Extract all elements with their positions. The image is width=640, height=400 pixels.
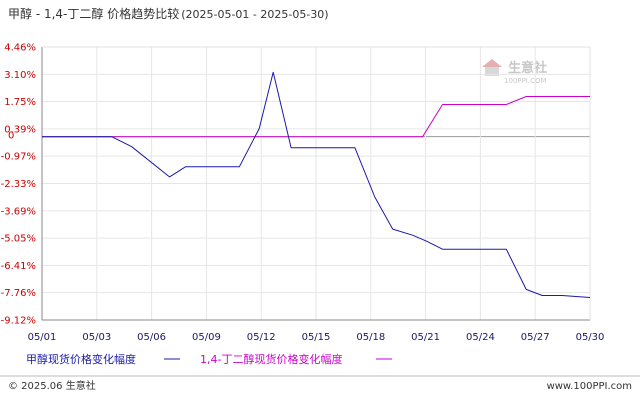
y-tick-label: -5.05% (1, 234, 36, 245)
y-axis-ticks: 4.46% 3.10% 1.75% 0.39%0 -0.97% -2.33% -3.69% -… (1, 43, 36, 327)
chart-title: 甲醇 - 1,4-丁二醇 价格趋势比较 (2025-05-01 - 2025-05… (8, 6, 329, 21)
y-tick-label: -7.76% (1, 288, 36, 299)
y-tick-label: 1.75% (4, 97, 36, 108)
legend-label-bdo: 1,4-丁二醇现货价格变化幅度 (200, 352, 342, 366)
series-lines (42, 71, 591, 298)
watermark-url: 100PPI.COM (504, 77, 547, 85)
y-tick-label: -2.33% (1, 179, 36, 190)
grid (41, 46, 591, 321)
chart-title-text: 甲醇 - 1,4-丁二醇 价格趋势比较 (8, 6, 179, 21)
x-tick-label: 05/30 (576, 332, 605, 343)
x-tick-label: 05/15 (302, 332, 331, 343)
footer-website: www.100PPI.com (547, 381, 632, 392)
x-tick-label: 05/24 (466, 332, 495, 343)
footer-copyright: © 2025.06 生意社 (8, 379, 96, 392)
x-tick-label: 05/09 (192, 332, 221, 343)
y-tick-label: -6.41% (1, 261, 36, 272)
y-tick-label: -9.12% (1, 316, 36, 327)
y-tick-label: 0 (8, 131, 14, 142)
house-icon (482, 59, 502, 76)
legend: 甲醇现货价格变化幅度 1,4-丁二醇现货价格变化幅度 (26, 352, 392, 366)
axes (41, 46, 591, 321)
x-tick-label: 05/03 (82, 332, 111, 343)
y-tick-label: -0.97% (1, 152, 36, 163)
y-tick-label: 3.10% (4, 70, 36, 81)
x-tick-label: 05/12 (247, 332, 276, 343)
series-line-bdo (42, 96, 590, 138)
legend-label-methanol: 甲醇现货价格变化幅度 (26, 352, 136, 366)
x-tick-label: 05/27 (521, 332, 550, 343)
y-tick-label: -3.69% (1, 206, 36, 217)
x-axis-ticks: 05/01 05/03 05/06 05/09 05/12 05/15 05/18 05/21… (28, 332, 605, 343)
chart-date-range: (2025-05-01 - 2025-05-30) (181, 8, 328, 21)
y-tick-label: 0.39% (4, 124, 36, 135)
x-tick-label: 05/01 (28, 332, 57, 343)
series-line-methanol (42, 71, 591, 298)
y-tick-label: 4.46% (4, 43, 36, 54)
x-tick-label: 05/06 (137, 332, 166, 343)
x-tick-label: 05/21 (411, 332, 440, 343)
watermark-logo: 生意社 100PPI.COM (482, 59, 547, 85)
watermark-brand: 生意社 (508, 60, 547, 76)
x-tick-label: 05/18 (356, 332, 385, 343)
